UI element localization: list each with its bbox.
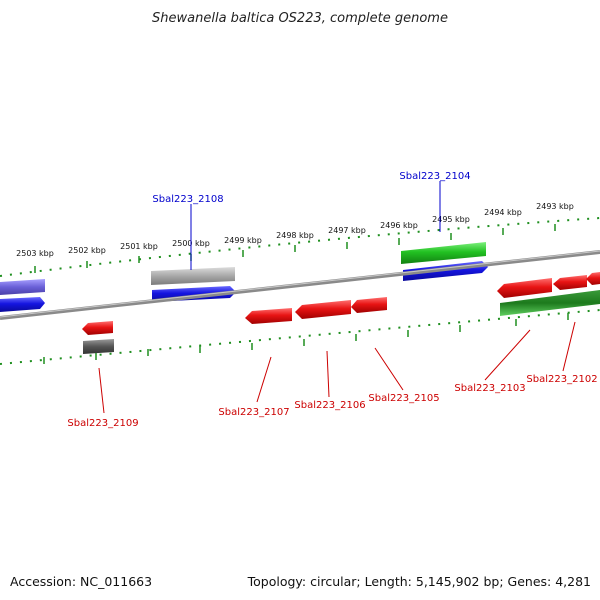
tick-label-2501: 2501 kbp bbox=[120, 242, 158, 251]
gene-feature-sbal223-2109-gray[interactable] bbox=[83, 339, 114, 354]
leader-line-2103 bbox=[484, 329, 531, 381]
gene-feature-sbal223-2105[interactable] bbox=[351, 297, 387, 313]
leader-line-2106 bbox=[326, 350, 330, 398]
gene-feature-sbal223-2106[interactable] bbox=[295, 300, 351, 319]
tick-label-2503: 2503 kbp bbox=[16, 249, 54, 258]
gene-label-sbal223-2103[interactable]: Sbal223_2103 bbox=[454, 383, 525, 394]
tick-label-2493: 2493 kbp bbox=[536, 202, 574, 211]
gene-feature-red-edge[interactable] bbox=[586, 272, 600, 285]
gene-feature-sbal223-2107[interactable] bbox=[245, 308, 292, 324]
gene-label-sbal223-2107[interactable]: Sbal223_2107 bbox=[218, 407, 289, 418]
gene-feature-sbal223-2109-red[interactable] bbox=[82, 321, 113, 335]
gene-feature-green-reverse[interactable] bbox=[500, 290, 600, 316]
gene-label-sbal223-2105[interactable]: Sbal223_2105 bbox=[368, 393, 439, 404]
gene-feature-sbal223-2103[interactable] bbox=[497, 278, 552, 298]
gene-feature-sbal223-2104-green[interactable] bbox=[401, 242, 486, 264]
map-title: Shewanella baltica OS223, complete genom… bbox=[152, 11, 448, 26]
genome-backbone bbox=[0, 250, 600, 320]
gene-label-sbal223-2106[interactable]: Sbal223_2106 bbox=[294, 400, 365, 411]
gene-feature-sbal223-2108-gray[interactable] bbox=[151, 267, 235, 285]
genome-summary-text: Topology: circular; Length: 5,145,902 bp… bbox=[247, 574, 591, 589]
gene-feature-blue-left[interactable] bbox=[0, 297, 45, 312]
leader-line-2105 bbox=[374, 347, 404, 391]
tick-label-2497: 2497 kbp bbox=[328, 226, 366, 235]
label-leader-lines bbox=[98, 181, 576, 414]
leader-line-2107 bbox=[256, 356, 272, 403]
genome-backbone-highlight bbox=[0, 250, 600, 318]
outer-major-ticks bbox=[34, 224, 556, 273]
gene-feature-purple[interactable] bbox=[0, 279, 45, 295]
tick-label-2498: 2498 kbp bbox=[276, 231, 314, 240]
inner-major-ticks bbox=[43, 313, 569, 364]
tick-label-2496: 2496 kbp bbox=[380, 221, 418, 230]
accession-text: Accession: NC_011663 bbox=[10, 574, 152, 589]
tick-label-2499: 2499 kbp bbox=[224, 236, 262, 245]
tick-label-2502: 2502 kbp bbox=[68, 246, 106, 255]
gene-label-sbal223-2102[interactable]: Sbal223_2102 bbox=[526, 374, 597, 385]
outer-tick-ring bbox=[0, 217, 600, 277]
gene-label-group: Sbal223_2108 Sbal223_2104 Sbal223_2109 S… bbox=[67, 171, 597, 429]
gene-label-sbal223-2104[interactable]: Sbal223_2104 bbox=[399, 171, 470, 182]
gene-feature-sbal223-2102[interactable] bbox=[553, 275, 587, 290]
leader-line-2102 bbox=[562, 321, 576, 372]
reverse-strand-features bbox=[82, 272, 600, 354]
leader-line-2109 bbox=[98, 367, 105, 414]
tick-label-2495: 2495 kbp bbox=[432, 215, 470, 224]
gene-label-sbal223-2109[interactable]: Sbal223_2109 bbox=[67, 418, 138, 429]
gene-label-sbal223-2108[interactable]: Sbal223_2108 bbox=[152, 194, 223, 205]
tick-label-2494: 2494 kbp bbox=[484, 208, 522, 217]
inner-tick-ring bbox=[0, 309, 600, 365]
